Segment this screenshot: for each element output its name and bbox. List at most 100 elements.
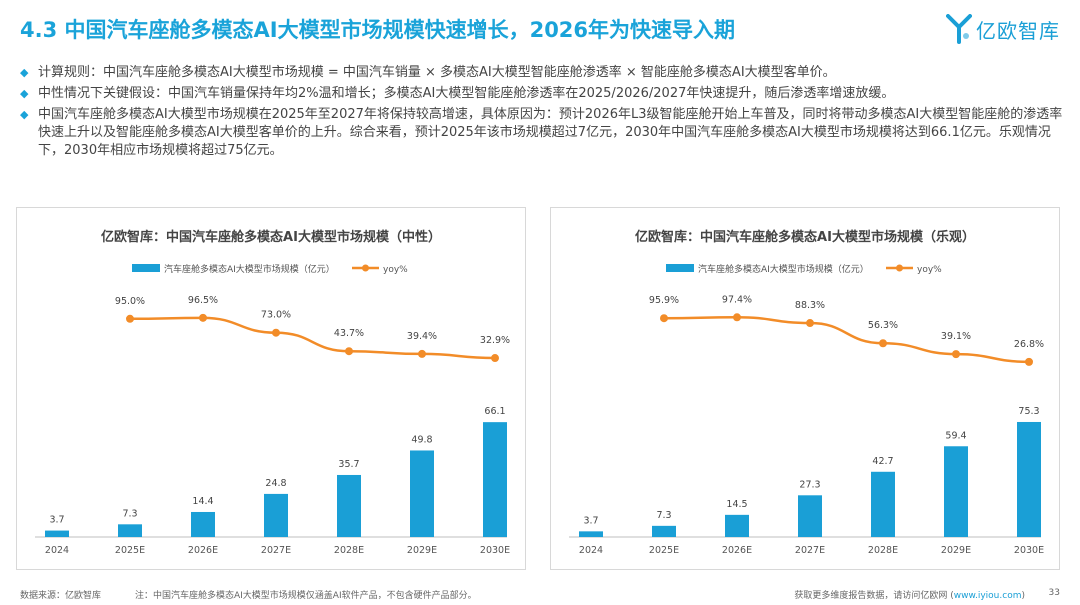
yoy-value-label: 97.4% [722,294,752,305]
footnote: 注：中国汽车座舱多模态AI大模型市场规模仅涵盖AI软件产品，不包含硬件产品部分。 [135,591,477,601]
diamond-icon: ◆ [20,87,29,100]
bullet-item: ◆ 中性情况下关键假设：中国汽车销量保持年均2%温和增长；多模态AI大模型智能座… [20,85,1065,103]
yoy-value-label: 56.3% [868,320,898,331]
bar [798,495,822,537]
chart-panel-optimistic: 亿欧智库：中国汽车座舱多模态AI大模型市场规模（乐观） 汽车座舱多模态AI大模型市… [550,207,1060,570]
x-tick-label: 2028E [334,545,364,556]
bar-value-label: 14.5 [726,499,747,510]
yoy-line [663,316,1030,364]
page-number: 33 [1048,588,1060,598]
bar-value-label: 7.3 [122,508,137,519]
legend-line-marker [362,264,369,272]
bar [337,474,361,537]
chart-optimistic: 亿欧智库：中国汽车座舱多模态AI大模型市场规模（乐观） 汽车座舱多模态AI大模型市… [569,229,1044,556]
yoy-point [952,350,960,359]
bar [1017,421,1041,537]
chart-panel-neutral: 亿欧智库：中国汽车座舱多模态AI大模型市场规模（中性） 汽车座舱多模态AI大模型市… [16,207,526,570]
bar-value-label: 75.3 [1018,406,1039,417]
bar [871,471,895,537]
page-title: 4.3 中国汽车座舱多模态AI大模型市场规模快速增长，2026年为快速导入期 [20,18,736,42]
x-tick-label: 2030E [480,545,510,556]
bar-value-label: 66.1 [484,406,505,417]
yoy-value-label: 39.4% [407,331,437,342]
yoy-point [879,339,887,348]
yoy-value-label: 96.5% [188,295,218,306]
x-tick-label: 2025E [115,545,145,556]
legend-bar-swatch [132,264,160,272]
bar-value-label: 27.3 [799,479,820,490]
bar-value-label: 3.7 [49,515,64,526]
chart-title: 亿欧智库：中国汽车座舱多模态AI大模型市场规模（中性） [101,229,441,245]
bullet-list: ◆ 计算规则：中国汽车座舱多模态AI大模型市场规模 = 中国汽车销量 × 多模态… [20,64,1065,163]
yoy-value-label: 95.0% [115,296,145,307]
x-tick-label: 2027E [795,545,825,556]
chart-title: 亿欧智库：中国汽车座舱多模态AI大模型市场规模（乐观） [635,229,975,245]
bar [725,514,749,537]
legend-line-label: yoy% [917,265,942,275]
bar-value-label: 35.7 [338,459,359,470]
yoy-value-label: 43.7% [334,328,364,339]
yoy-line [129,316,496,360]
bar-value-label: 49.8 [411,434,432,445]
yoy-value-label: 26.8% [1014,339,1044,350]
bar-value-label: 24.8 [265,478,286,489]
x-tick-label: 2024 [579,545,603,556]
bar [45,530,69,537]
bullet-text: 中国汽车座舱多模态AI大模型市场规模在2025年至2027年将保持较高增速，具体… [38,107,1063,158]
x-tick-label: 2025E [649,545,679,556]
yoy-point [806,319,814,328]
bar [410,450,434,537]
yoy-point [272,328,280,337]
bullet-item: ◆ 中国汽车座舱多模态AI大模型市场规模在2025年至2027年将保持较高增速，… [20,106,1065,160]
yoy-point [491,354,499,363]
bar [264,493,288,537]
bar [118,524,142,537]
x-tick-label: 2024 [45,545,69,556]
yoy-point [660,314,668,323]
x-tick-label: 2026E [188,545,218,556]
logo-text: 亿欧智库 [976,18,1060,43]
bar-value-label: 14.4 [192,496,213,507]
x-tick-label: 2028E [868,545,898,556]
legend-line-marker [896,264,903,272]
bar-value-label: 59.4 [945,430,966,441]
diamond-icon: ◆ [20,108,29,121]
bar [652,525,676,537]
logo-mark-icon [946,14,972,44]
source-note: 数据来源：亿欧智库 [20,591,102,601]
bar [579,531,603,537]
bullet-text: 中性情况下关键假设：中国汽车销量保持年均2%温和增长；多模态AI大模型智能座舱渗… [38,86,895,101]
bullet-item: ◆ 计算规则：中国汽车座舱多模态AI大模型市场规模 = 中国汽车销量 × 多模态… [20,64,1065,82]
diamond-icon: ◆ [20,66,29,79]
bar [483,422,507,537]
yoy-value-label: 73.0% [261,310,291,321]
legend-bar-swatch [666,264,694,272]
website-link[interactable]: www.iyiou.com [953,591,1022,601]
website-cta: 获取更多维度报告数据，请访问亿欧网 (www.iyiou.com) [794,588,1025,601]
yoy-value-label: 32.9% [480,335,510,346]
yoy-value-label: 39.1% [941,331,971,342]
cta-suffix: ) [1021,591,1025,601]
legend-bar-label: 汽车座舱多模态AI大模型市场规模（亿元） [164,263,335,275]
yoy-value-label: 95.9% [649,295,679,306]
logo: 亿欧智库 [946,14,1060,44]
yoy-point [1025,357,1033,366]
x-tick-label: 2029E [407,545,437,556]
x-tick-label: 2026E [722,545,752,556]
x-tick-label: 2027E [261,545,291,556]
bar [944,446,968,537]
x-tick-label: 2030E [1014,545,1044,556]
bar-value-label: 3.7 [583,515,598,526]
chart-neutral: 亿欧智库：中国汽车座舱多模态AI大模型市场规模（中性） 汽车座舱多模态AI大模型市… [35,229,510,556]
bar [191,511,215,537]
legend-bar-label: 汽车座舱多模态AI大模型市场规模（亿元） [698,263,869,275]
yoy-point [418,349,426,358]
yoy-value-label: 88.3% [795,300,825,311]
cta-prefix: 获取更多维度报告数据，请访问亿欧网 ( [794,591,954,601]
yoy-point [345,347,353,356]
bullet-text: 计算规则：中国汽车座舱多模态AI大模型市场规模 = 中国汽车销量 × 多模态AI… [38,65,836,80]
legend-line-label: yoy% [383,265,408,275]
yoy-point [126,314,134,323]
yoy-point [199,313,207,322]
bar-value-label: 42.7 [872,456,893,467]
